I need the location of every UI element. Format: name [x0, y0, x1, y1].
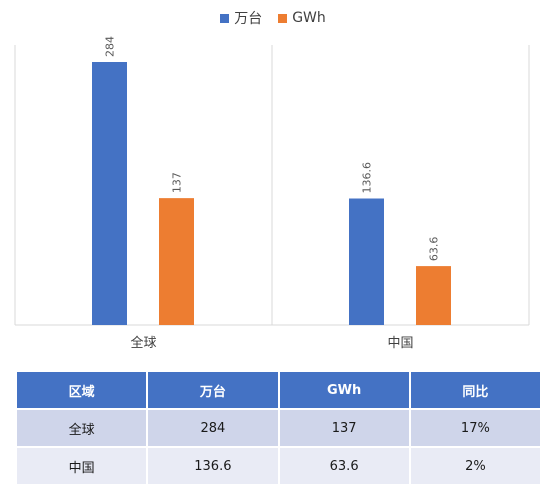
table-row: 中国 136.6 63.6 2%: [14, 446, 543, 486]
data-label-1-1: 284: [104, 36, 117, 57]
table-cell-gwh: 137: [277, 408, 411, 448]
chart-legend: 万台 GWh: [0, 8, 546, 28]
table-cell-gwh: 63.6: [277, 446, 411, 486]
data-label-2-2: 63.6: [428, 237, 441, 262]
legend-label-series-1: 万台: [234, 11, 263, 27]
table-cell-region: 中国: [14, 446, 149, 486]
data-label-2-1: 137: [171, 172, 184, 193]
table-header-yoy: 同比: [408, 370, 543, 410]
table-row: 全球 284 137 17%: [14, 408, 543, 448]
legend-swatch-series-2: [278, 13, 288, 23]
table-header-units: 万台: [146, 370, 280, 410]
table-header-gwh: GWh: [277, 370, 411, 410]
table-cell-yoy: 2%: [408, 446, 543, 486]
data-label-1-2: 136.6: [361, 162, 374, 194]
legend-swatch-series-1: [220, 13, 230, 23]
table-cell-units: 136.6: [146, 446, 280, 486]
legend-label-series-2: GWh: [292, 10, 326, 26]
bar-2-2: [416, 266, 451, 325]
bar-1-2: [349, 198, 384, 325]
legend-item-series-2: GWh: [278, 10, 326, 26]
table-header-row: 区域 万台 GWh 同比: [14, 370, 543, 410]
table-header-region: 区域: [14, 370, 149, 410]
summary-table: 区域 万台 GWh 同比 全球 284 137 17% 中国 136.6 63.…: [14, 370, 543, 486]
bar-1-1: [92, 62, 127, 325]
legend-item-series-1: 万台: [220, 8, 262, 28]
table-cell-units: 284: [146, 408, 280, 448]
bar-chart: 284 137 全球 136.6 63.6 中国: [14, 36, 530, 351]
table-cell-yoy: 17%: [408, 408, 543, 448]
table-cell-region: 全球: [14, 408, 149, 448]
bar-2-1: [159, 198, 194, 325]
x-tick-label-1: 全球: [130, 335, 156, 351]
x-tick-label-2: 中国: [387, 336, 413, 351]
